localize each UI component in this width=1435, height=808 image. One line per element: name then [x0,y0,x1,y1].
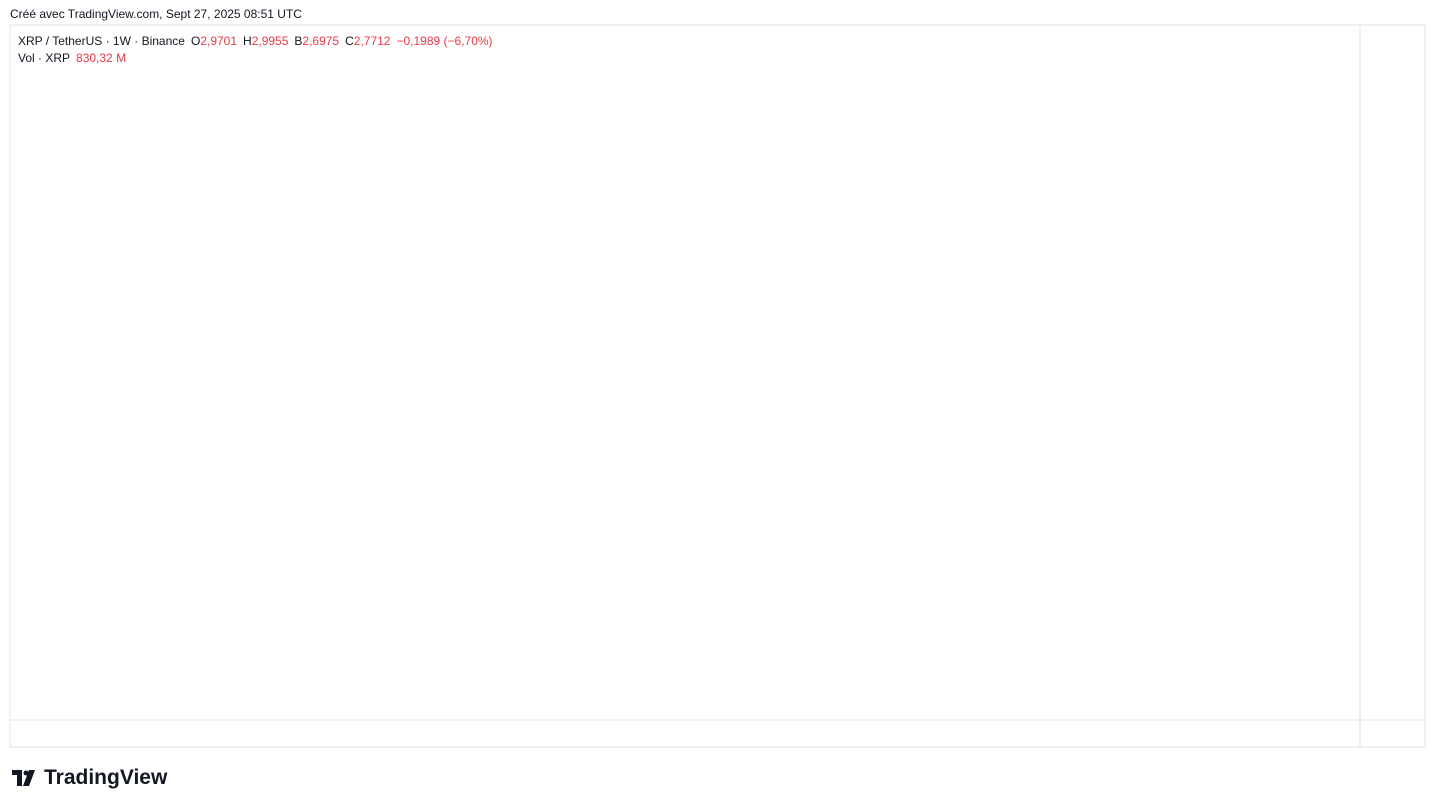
volume-legend: Vol · XRP 830,32 M [18,51,126,65]
ohlc-value: 2,9955 [251,34,289,48]
logo-text: TradingView [44,766,168,789]
ohlc-key: O [190,34,201,48]
logo-icon [12,770,35,786]
pane-border [9,24,1426,748]
ohlc-key: H [243,34,252,48]
legend: XRP / TetherUS · 1W · Binance O2,9701 H2,… [18,34,493,48]
ohlc-key: C [345,34,354,48]
volume-label: Vol · XRP [18,51,71,65]
volume-value: 830,32 M [76,51,127,65]
ohlc-value: 2,6975 [302,34,340,48]
ohlc-value: 2,9701 [200,34,238,48]
header: Créé avec TradingView.com, Sept 27, 2025… [10,7,302,21]
logo[interactable]: TradingView [12,766,167,790]
ohlc-item: O2,9701 [191,34,237,48]
change: −0,1989 (−6,70%) [396,34,493,48]
ohlc-value: 2,7712 [353,34,391,48]
ohlc-key: B [294,34,303,48]
ohlc-item: C2,7712 [345,34,390,48]
ohlc-item: B2,6975 [294,34,339,48]
symbol[interactable]: XRP / TetherUS · 1W · Binance [18,34,185,48]
ohlc-item: H2,9955 [243,34,288,48]
